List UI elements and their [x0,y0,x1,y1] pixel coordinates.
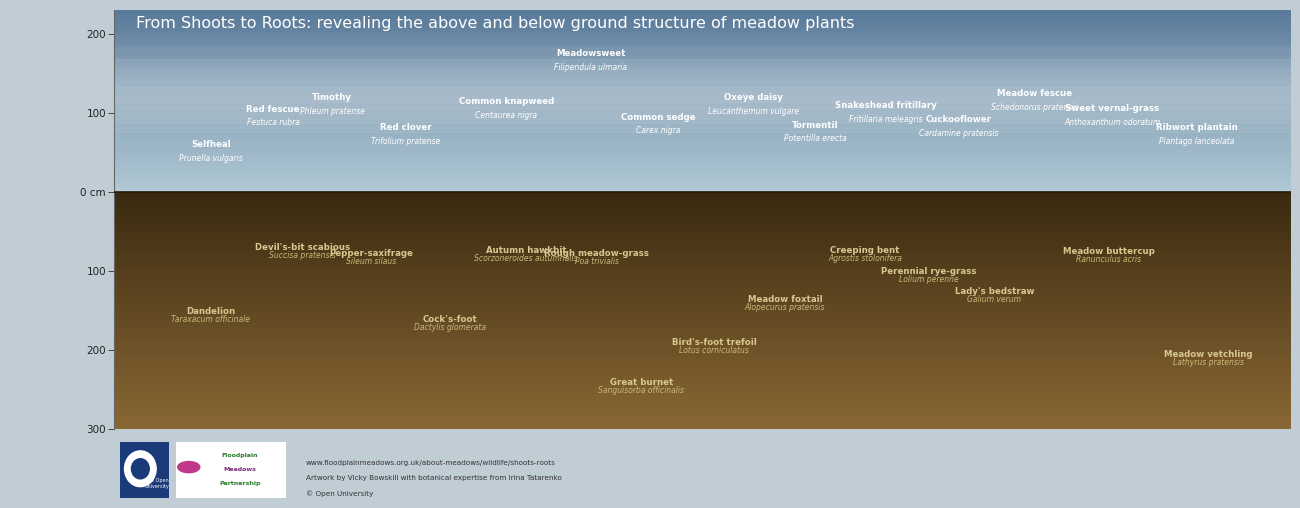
Text: Lotus corniculatus: Lotus corniculatus [680,346,749,355]
Text: Floodplain: Floodplain [221,454,257,458]
Text: Dandelion: Dandelion [186,307,235,315]
Text: Common knapweed: Common knapweed [459,97,554,106]
Text: Meadow fescue: Meadow fescue [997,89,1072,98]
Circle shape [0,70,1300,109]
Text: Cock's-foot: Cock's-foot [422,314,477,324]
Text: Potentilla erecta: Potentilla erecta [784,134,848,143]
Text: Alopecurus pratensis: Alopecurus pratensis [745,303,826,312]
Text: Oxeye daisy: Oxeye daisy [724,93,783,102]
Text: Autumn hawkbit: Autumn hawkbit [486,246,567,255]
Text: Fritillaria meleagris: Fritillaria meleagris [849,114,923,123]
Text: Cardamine pratensis: Cardamine pratensis [919,129,998,138]
Text: Trifolium pratense: Trifolium pratense [372,137,441,146]
Text: Red fescue: Red fescue [247,105,300,114]
Text: Succisa pratensis: Succisa pratensis [269,251,335,260]
Text: Meadowsweet: Meadowsweet [556,49,625,58]
Text: Leucanthemum vulgare: Leucanthemum vulgare [707,107,798,116]
Text: The Open
University: The Open University [144,478,169,490]
Text: Selfheal: Selfheal [191,140,230,149]
Text: Agrostis stolonifera: Agrostis stolonifera [828,253,902,263]
Text: Filipendula ulmaria: Filipendula ulmaria [554,63,628,72]
Text: Meadows: Meadows [224,467,256,472]
Text: Meadow buttercup: Meadow buttercup [1062,247,1154,257]
Text: Meadow vetchling: Meadow vetchling [1165,350,1253,359]
Text: Sanguisorba officinalis: Sanguisorba officinalis [598,386,685,395]
Text: Festuca rubra: Festuca rubra [247,118,300,128]
Text: Devil's-bit scabious: Devil's-bit scabious [255,243,350,252]
Circle shape [178,461,200,472]
Text: Scorzoneroides autumnalis: Scorzoneroides autumnalis [474,253,578,263]
Text: Partnership: Partnership [218,482,260,486]
Text: Bird's-foot trefoil: Bird's-foot trefoil [672,338,757,347]
Text: Pepper-saxifrage: Pepper-saxifrage [329,249,413,258]
Text: Carex nigra: Carex nigra [636,126,680,136]
Text: Meadow foxtail: Meadow foxtail [747,295,823,304]
Text: Sweet vernal-grass: Sweet vernal-grass [1065,104,1160,113]
Text: Anthoxanthum odoratum: Anthoxanthum odoratum [1063,118,1160,126]
Text: Lolium perenne: Lolium perenne [898,275,958,284]
Text: Snakeshead fritillary: Snakeshead fritillary [836,101,937,110]
Text: Creeping bent: Creeping bent [831,246,900,255]
Text: Centaurea nigra: Centaurea nigra [476,111,537,119]
Text: Common sedge: Common sedge [620,113,696,121]
Text: From Shoots to Roots: revealing the above and below ground structure of meadow p: From Shoots to Roots: revealing the abov… [135,16,854,31]
Text: Lady's bedstraw: Lady's bedstraw [954,287,1035,296]
Text: Prunella vulgaris: Prunella vulgaris [179,154,243,163]
Circle shape [131,459,150,479]
Text: Phleum pratense: Phleum pratense [299,107,364,116]
Text: Galium verum: Galium verum [967,295,1022,304]
Text: Timothy: Timothy [312,93,352,102]
Text: Rough meadow-grass: Rough meadow-grass [545,249,649,258]
Text: Schedonorus pratensis: Schedonorus pratensis [991,103,1078,112]
Text: Cuckooflower: Cuckooflower [926,115,992,124]
Circle shape [125,451,156,487]
Circle shape [0,60,1300,103]
Text: Poa trivialis: Poa trivialis [575,257,619,266]
Text: Sileum silaus: Sileum silaus [346,257,396,266]
Text: Ribwort plantain: Ribwort plantain [1156,123,1238,132]
Text: Plantago lanceolata: Plantago lanceolata [1160,137,1235,146]
Text: www.floodplainmeadows.org.uk/about-meadows/wildlife/shoots-roots: www.floodplainmeadows.org.uk/about-meado… [306,460,555,466]
Text: Taraxacum officinale: Taraxacum officinale [172,314,251,324]
Text: Great burnet: Great burnet [610,378,673,387]
Text: Dactylis glomerata: Dactylis glomerata [413,323,486,332]
Text: Tormentil: Tormentil [792,120,838,130]
Text: Lathyrus pratensis: Lathyrus pratensis [1173,358,1244,367]
Text: Artwork by Vicky Bowskill with botanical expertise from Irina Tatarenko: Artwork by Vicky Bowskill with botanical… [306,475,562,481]
Text: © Open University: © Open University [306,490,373,497]
Text: Ranunculus acris: Ranunculus acris [1076,256,1141,264]
Text: Red clover: Red clover [381,123,432,132]
Text: Perennial rye-grass: Perennial rye-grass [881,267,976,276]
